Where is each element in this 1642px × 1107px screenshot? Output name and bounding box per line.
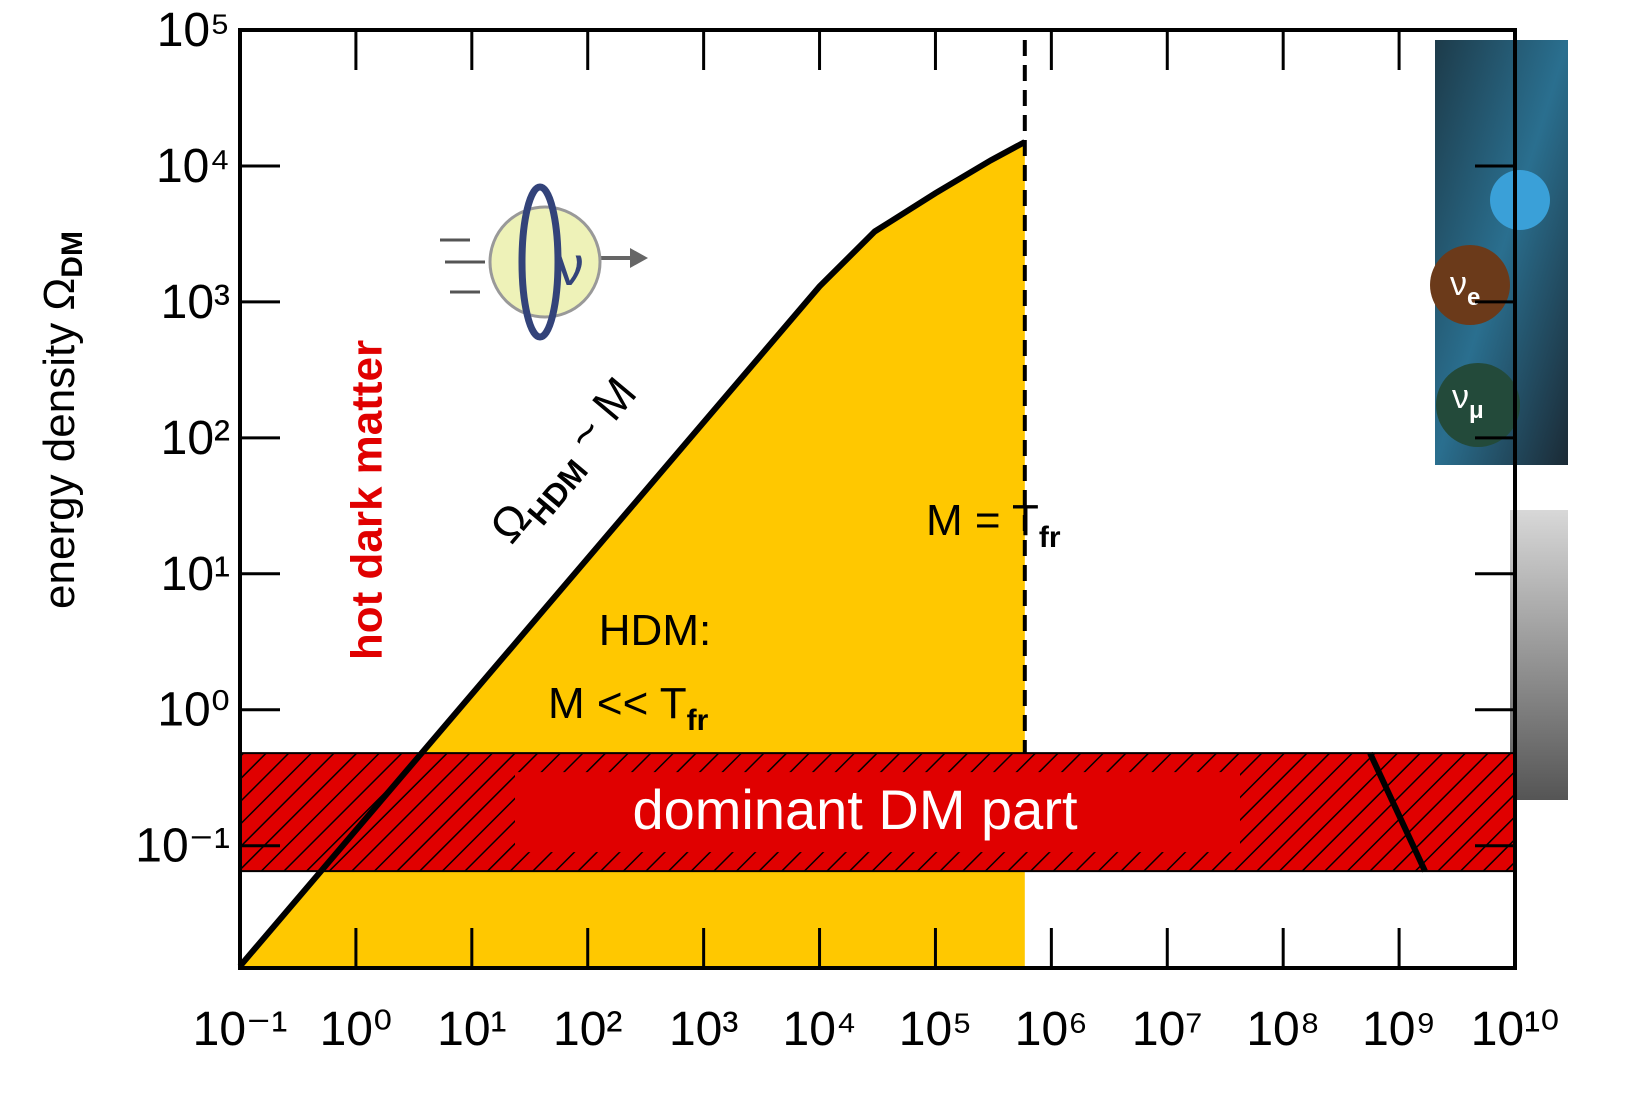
x-tick-label: 10² <box>553 1003 622 1056</box>
neutrino-icon: ν <box>440 187 648 337</box>
hdm-title: HDM: <box>599 606 711 655</box>
y-tick-label: 10³ <box>161 276 230 329</box>
x-tick-label: 10⁴ <box>783 1003 857 1056</box>
side-label: hot dark matter <box>343 340 392 660</box>
y-tick-label: 10² <box>161 412 230 465</box>
x-tick-label: 10⁸ <box>1246 1003 1320 1056</box>
y-tick-label: 10⁰ <box>157 684 230 737</box>
x-tick-label: 10¹ <box>437 1003 506 1056</box>
y-tick-label: 10⁵ <box>157 4 230 57</box>
y-tick-label: 10⁻¹ <box>135 820 230 873</box>
x-tick-label: 10⁶ <box>1015 1003 1088 1056</box>
band-label: dominant DM part <box>632 778 1078 841</box>
x-tick-label: 10⁰ <box>320 1003 393 1056</box>
x-tick-label: 10¹⁰ <box>1471 1003 1560 1056</box>
plot-area: dominant DM part <box>240 30 1515 968</box>
x-tick-label: 10⁵ <box>899 1003 972 1056</box>
y-tick-label: 10¹ <box>161 548 230 601</box>
page: νe νμ dominant DM part ν ΩHDM ~ M HDM: M… <box>0 0 1642 1107</box>
y-axis-label: energy density ΩDM <box>35 231 89 609</box>
x-tick-label: 10⁻¹ <box>193 1003 288 1056</box>
x-tick-label: 10⁷ <box>1132 1003 1203 1056</box>
chart: νe νμ dominant DM part ν ΩHDM ~ M HDM: M… <box>0 0 1642 1107</box>
x-tick-label: 10⁹ <box>1362 1003 1436 1056</box>
x-tick-label: 10³ <box>669 1003 738 1056</box>
image-sphere <box>1490 170 1550 230</box>
side-image <box>1510 510 1568 800</box>
y-tick-label: 10⁴ <box>156 140 230 193</box>
icon-label: ν <box>556 234 584 297</box>
